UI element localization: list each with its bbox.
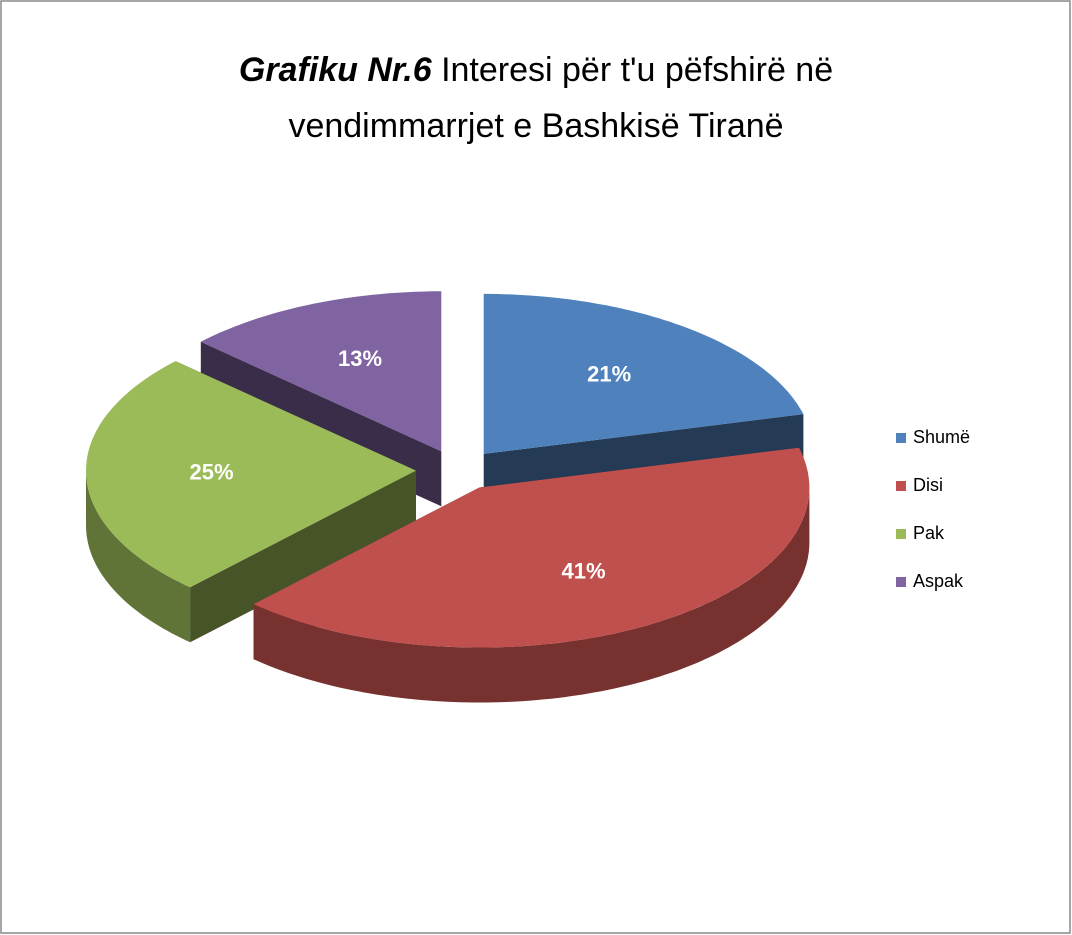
legend-swatch <box>896 481 906 491</box>
slice-wall <box>190 470 416 643</box>
legend-label: Aspak <box>913 571 964 591</box>
legend-swatch <box>896 529 906 539</box>
chart-title-line: Interesi për t'u pëfshirë në <box>441 51 833 89</box>
data-label: 25% <box>189 460 233 485</box>
slice-side <box>253 487 810 703</box>
chart-title-bold: Grafiku Nr.6 <box>239 51 433 89</box>
slice-side <box>86 470 191 643</box>
chart-title: Grafiku Nr.6 Interesi për t'u pëfshirë n… <box>239 51 833 145</box>
data-label: 13% <box>338 346 382 371</box>
legend-swatch <box>896 577 906 587</box>
slice <box>86 361 416 588</box>
slice <box>483 293 804 454</box>
legend-label: Pak <box>913 523 945 543</box>
legend-swatch <box>896 433 906 443</box>
legend-label: Disi <box>913 475 943 495</box>
chart-title-line: vendimmarrjet e Bashkisë Tiranë <box>288 107 783 145</box>
slice <box>200 291 442 452</box>
data-label: 41% <box>562 559 606 584</box>
slice <box>253 447 810 648</box>
data-label: 21% <box>587 361 631 386</box>
legend-label: Shumë <box>913 427 970 447</box>
